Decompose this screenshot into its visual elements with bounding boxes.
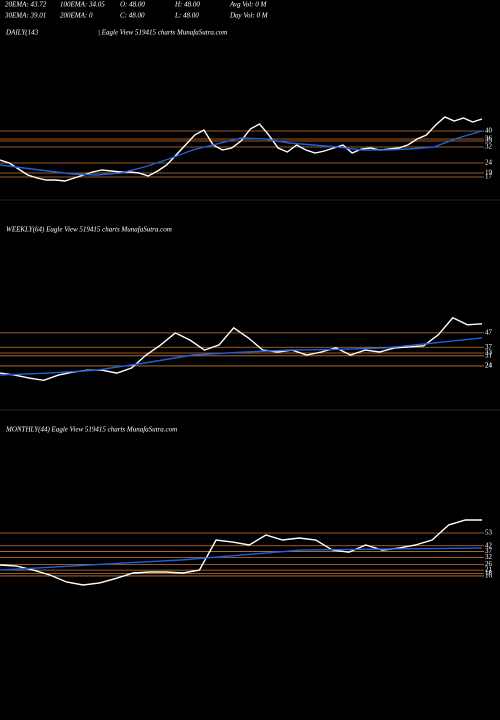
header-stat: 30EMA: 39.01 bbox=[4, 12, 46, 20]
ema-line bbox=[0, 130, 483, 176]
y-tick-label: 35 bbox=[485, 137, 493, 145]
panel-title: MONTHLY(44) Eagle View 519415 charts Mun… bbox=[5, 426, 177, 434]
header-stat: Day Vol: 0 M bbox=[229, 12, 269, 20]
header-stat: 100EMA: 34.05 bbox=[60, 1, 105, 9]
header-stat: 200EMA: 0 bbox=[60, 12, 93, 20]
price-line bbox=[0, 116, 483, 182]
y-tick-label: 24 bbox=[485, 362, 493, 370]
y-tick-label: 40 bbox=[485, 127, 493, 135]
header-stat: 20EMA: 43.72 bbox=[5, 1, 47, 9]
y-tick-label: 21 bbox=[485, 566, 493, 574]
price-line bbox=[0, 519, 482, 586]
y-tick-label: 53 bbox=[485, 529, 493, 537]
header-stat: C: 48.00 bbox=[120, 12, 145, 20]
y-tick-label: 18 bbox=[485, 569, 493, 577]
header-stat: L: 48.00 bbox=[174, 12, 199, 20]
panel-subtitle: | Eagle View 519415 charts MunafaSutra.c… bbox=[98, 29, 227, 37]
y-tick-label: 17 bbox=[485, 173, 493, 181]
header-stat: Avg Vol: 0 M bbox=[229, 1, 268, 9]
y-tick-label: 24 bbox=[485, 362, 493, 370]
panel-title: DAILY(143 bbox=[5, 29, 39, 37]
y-tick-label: 32 bbox=[485, 143, 493, 151]
y-tick-label: 19 bbox=[485, 169, 493, 177]
y-tick-label: 32 bbox=[485, 553, 493, 561]
y-tick-label: 42 bbox=[485, 541, 493, 549]
ema-line bbox=[0, 337, 483, 376]
y-tick-label: 36 bbox=[485, 135, 493, 143]
y-tick-label: 31 bbox=[485, 351, 493, 359]
y-tick-label: 24 bbox=[485, 159, 493, 167]
y-tick-label: 26 bbox=[485, 560, 493, 568]
header-stat: O: 48.00 bbox=[120, 1, 145, 9]
y-tick-label: 47 bbox=[485, 328, 493, 336]
y-tick-label: 37 bbox=[485, 343, 493, 351]
header-stat: H: 48.00 bbox=[174, 1, 200, 9]
y-tick-label: 37 bbox=[485, 547, 493, 555]
panel-title: WEEKLY(64) Eagle View 519415 charts Muna… bbox=[6, 226, 172, 234]
y-tick-label: 33 bbox=[485, 349, 493, 357]
ema-line bbox=[0, 547, 483, 571]
y-tick-label: 16 bbox=[485, 572, 493, 580]
